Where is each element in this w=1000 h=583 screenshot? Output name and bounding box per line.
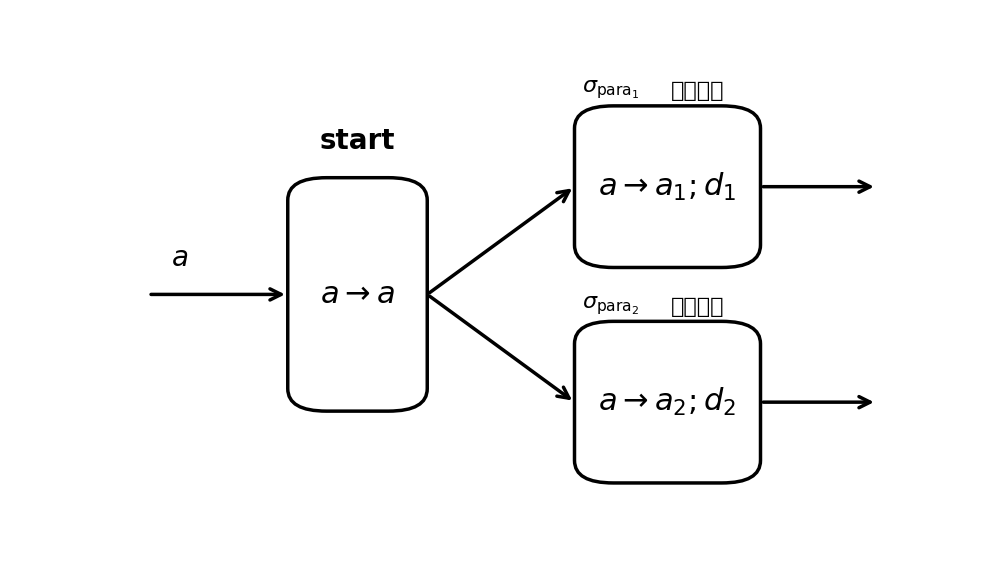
FancyBboxPatch shape	[574, 321, 761, 483]
Text: 发送货物: 发送货物	[671, 82, 725, 101]
Text: 通知顾客: 通知顾客	[671, 297, 725, 317]
FancyBboxPatch shape	[288, 178, 427, 411]
Text: $\sigma_{\mathrm{para}_2}$: $\sigma_{\mathrm{para}_2}$	[582, 294, 640, 317]
Text: $\sigma_{\mathrm{para}_1}$: $\sigma_{\mathrm{para}_1}$	[582, 79, 640, 101]
Text: start: start	[320, 127, 395, 155]
Text: $a\rightarrow a$: $a\rightarrow a$	[320, 279, 395, 310]
Text: $a\rightarrow a_1; d_1$: $a\rightarrow a_1; d_1$	[598, 171, 737, 203]
Text: $a$: $a$	[171, 245, 188, 272]
Text: $a\rightarrow a_2; d_2$: $a\rightarrow a_2; d_2$	[598, 386, 737, 418]
FancyBboxPatch shape	[574, 106, 761, 268]
